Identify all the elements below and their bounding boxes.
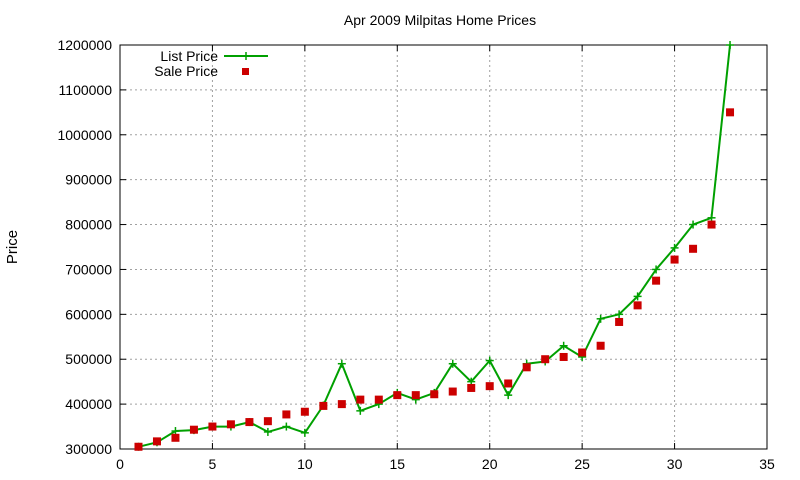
y-tick-label: 1200000 [57,37,112,53]
sale-price-point [707,220,716,229]
sale-price-point [226,420,235,429]
x-tick-label: 15 [389,456,405,472]
sale-price-point [152,437,161,446]
x-tick-label: 20 [482,456,498,472]
sale-price-point [374,395,383,404]
y-tick-label: 600000 [65,306,112,322]
plot-frame [119,44,768,450]
sale-price-point [504,379,513,388]
sale-price-point [559,352,568,361]
sale-price-point [171,433,180,442]
legend-label-list-price: List Price [160,48,218,64]
y-tick-label: 400000 [65,396,112,412]
sale-price-point [522,363,531,372]
sale-price-point [578,348,587,357]
x-tick-label: 35 [759,456,775,472]
sale-price-point [596,341,605,350]
sale-price-point [411,391,420,400]
sale-price-point [541,355,550,364]
list-price-point [596,314,605,323]
list-price-point [689,220,698,229]
series-layer [134,41,735,451]
sale-price-point [726,108,735,117]
sale-price-point [134,442,143,451]
sale-price-point [208,422,217,431]
x-tick-label: 30 [667,456,683,472]
y-tick-label: 800000 [65,217,112,233]
sale-price-point [485,382,494,391]
legend: List Price Sale Price [154,48,268,79]
x-tick-label: 0 [116,456,124,472]
list-price-point [707,213,716,222]
legend-marker-sale-price [242,68,249,75]
sale-price-point [633,301,642,310]
chart-title: Apr 2009 Milpitas Home Prices [344,12,536,28]
list-price-point [559,341,568,350]
list-price-point [448,359,457,368]
list-price-point [726,41,735,49]
sale-price-point [300,407,309,416]
y-tick-label: 500000 [65,351,112,367]
sale-price-point [430,390,439,399]
sale-price-point [337,400,346,409]
y-tick-label: 1100000 [59,82,113,98]
sale-price-point [689,244,698,253]
sale-price-point [670,255,679,264]
sale-price-point [393,391,402,400]
grid-lines [120,45,767,449]
sale-price-point [467,383,476,392]
axis-ticks: 300000 400000 500000 600000 700000 800000 9000… [57,37,775,472]
x-tick-label: 25 [574,456,590,472]
x-tick-label: 5 [209,456,217,472]
sale-price-point [245,418,254,427]
list-price-point [263,427,272,436]
y-axis-title: Price [4,230,21,264]
list-price-point [282,422,291,431]
list-price-point [670,243,679,252]
list-price-point [652,265,661,274]
y-tick-label: 1000000 [57,127,112,143]
sale-price-point [263,417,272,426]
list-price-point [171,427,180,436]
y-tick-label: 900000 [65,172,112,188]
list-price-point [356,406,365,415]
legend-label-sale-price: Sale Price [154,63,218,79]
y-tick-label: 300000 [65,441,112,457]
legend-marker-list-price [242,52,250,60]
sale-price-point [615,317,624,326]
list-price-point [300,428,309,437]
sale-price-point [356,395,365,404]
list-price-point [337,359,346,368]
sale-price-point [282,410,291,419]
list-price-line [138,44,731,448]
x-tick-label: 10 [297,456,313,472]
sale-price-point [652,276,661,285]
list-price-point [633,292,642,301]
list-price-point [504,391,513,400]
sale-price-point [448,387,457,396]
list-price-point [615,310,624,319]
sale-price-point [319,401,328,410]
sale-price-point [189,425,198,434]
list-price-point [485,356,494,365]
y-tick-label: 700000 [65,261,112,277]
